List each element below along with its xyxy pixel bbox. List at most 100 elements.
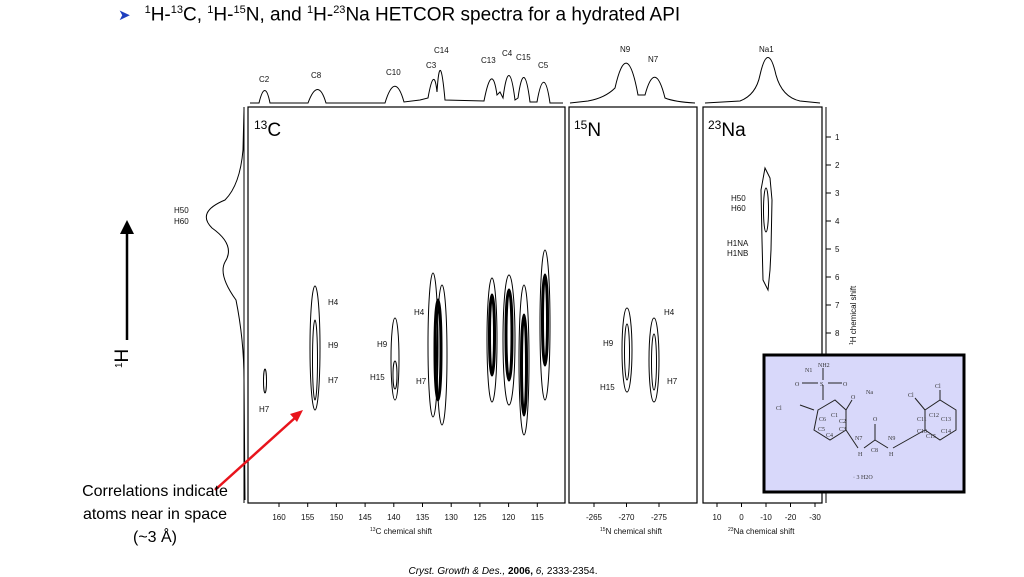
peak-label: C2 xyxy=(259,75,270,84)
mol-label: S xyxy=(820,382,823,388)
cross-peak xyxy=(436,284,448,426)
cross-peak xyxy=(763,187,769,233)
cross-peak xyxy=(392,360,398,390)
citation-year: 2006, xyxy=(507,566,533,577)
y-tick-label: 6 xyxy=(835,273,840,282)
correlation-label: H9 xyxy=(603,339,614,348)
citation: Cryst. Growth & Des., 2006, 6, 2333-2354… xyxy=(0,566,1006,577)
1h-axis-label: 1H xyxy=(112,349,133,368)
23na-projection-spectrum xyxy=(704,57,821,104)
mol-label: C4 xyxy=(826,433,833,439)
correlation-label: H4 xyxy=(414,308,425,317)
cross-peak xyxy=(390,317,400,401)
peak-label: N7 xyxy=(648,55,659,64)
note-line: atoms near in space xyxy=(82,506,228,523)
panel-15n-frame xyxy=(568,106,698,504)
title-text: C, xyxy=(183,4,208,26)
x-tick-label: 130 xyxy=(445,513,459,522)
title-sup: 1 xyxy=(144,4,151,16)
panel-13c-frame xyxy=(247,106,566,504)
mol-label: C15 xyxy=(926,434,936,440)
correlation-label: H4 xyxy=(664,308,675,317)
correlation-label: H7 xyxy=(667,377,678,386)
slide-title: ➤ 1H-13C, 1H-15N, and 1H-23Na HETCOR spec… xyxy=(118,4,680,26)
cross-peak xyxy=(502,274,516,406)
y-tick-label: 2 xyxy=(835,161,840,170)
correlation-label: H7 xyxy=(328,376,339,385)
cross-peak xyxy=(488,293,496,377)
mol-label: H xyxy=(889,452,894,458)
mol-label: C1 xyxy=(831,413,838,419)
peak-label: Na1 xyxy=(759,45,774,54)
panel-23na-label: 23Na xyxy=(708,118,746,141)
cross-peak xyxy=(427,272,439,418)
panel-15n-label: 15N xyxy=(574,118,601,141)
note-line: (~3 Å) xyxy=(132,529,177,546)
mol-label: C6 xyxy=(819,417,826,423)
correlation-label: H7 xyxy=(416,377,427,386)
correlation-label: H15 xyxy=(600,383,615,392)
peak-label: N9 xyxy=(620,45,631,54)
mol-label: C14 xyxy=(941,429,951,435)
x-tick-label: 140 xyxy=(387,513,401,522)
cross-peak xyxy=(539,249,551,401)
cross-peak xyxy=(486,277,498,403)
13c-projection-spectrum xyxy=(250,69,563,104)
x-tick-label: 135 xyxy=(416,513,430,522)
x-tick-label: 155 xyxy=(301,513,315,522)
mol-label: C5 xyxy=(818,427,825,433)
cross-peak xyxy=(504,288,514,382)
arrowhead-bullet-icon: ➤ xyxy=(118,7,131,25)
cross-peak xyxy=(312,319,318,401)
13c-axis-title: 13C chemical shift xyxy=(370,527,433,536)
cross-peak xyxy=(518,284,530,436)
cross-peak xyxy=(309,285,321,411)
correlation-label: H9 xyxy=(377,340,388,349)
mol-label: C13 xyxy=(941,417,951,423)
peak-label: C10 xyxy=(386,68,401,77)
cross-peak xyxy=(621,307,633,393)
projection-label: H50 xyxy=(174,206,189,215)
correlation-label: H15 xyxy=(370,373,385,382)
y-tick-label: 3 xyxy=(835,189,840,198)
mol-label: N1 xyxy=(805,368,812,374)
title-text: H- xyxy=(213,4,234,26)
correlation-label: H60 xyxy=(731,204,746,213)
x-tick-label: -20 xyxy=(785,513,797,522)
y-tick-label: 7 xyxy=(835,301,840,310)
15n-projection-spectrum xyxy=(569,62,696,104)
13c-peak-labels: C2 C8 C10 C3 C14 C13 C4 C15 C5 xyxy=(259,46,549,84)
peak-label: C13 xyxy=(481,56,496,65)
title-text: N, and xyxy=(245,4,307,26)
13c-contours xyxy=(263,249,551,436)
x-tick-label: -30 xyxy=(809,513,821,522)
cross-peak xyxy=(648,317,660,403)
mol-label: H xyxy=(858,452,863,458)
mol-label: N9 xyxy=(888,436,895,442)
title-sup: 23 xyxy=(333,4,346,16)
mol-label: Cl xyxy=(908,393,914,399)
mol-label: C12 xyxy=(929,413,939,419)
molecule-box xyxy=(762,353,966,494)
cross-peak xyxy=(760,166,773,292)
x-tick-label: -275 xyxy=(651,513,668,522)
23na-axis-title: 23Na chemical shift xyxy=(728,527,795,536)
x-tick-label: -10 xyxy=(760,513,772,522)
correlation-label: H9 xyxy=(328,341,339,350)
cross-peak xyxy=(624,323,630,381)
x-tick-label: 0 xyxy=(739,513,744,522)
title-sup: 13 xyxy=(170,4,184,16)
projection-label: H60 xyxy=(174,217,189,226)
citation-volume: 6, xyxy=(535,566,545,577)
15n-axis-title: 15N chemical shift xyxy=(600,527,663,536)
y-tick-label: 4 xyxy=(835,217,840,226)
mol-label: C11 xyxy=(917,417,927,423)
23na-contours xyxy=(760,166,773,292)
correlation-label: H4 xyxy=(328,298,339,307)
cross-peak xyxy=(263,368,267,394)
x-tick-label: 145 xyxy=(358,513,372,522)
x-tick-label: 120 xyxy=(502,513,516,522)
red-arrow-head-icon xyxy=(290,410,303,422)
x-tick-label: 160 xyxy=(272,513,286,522)
